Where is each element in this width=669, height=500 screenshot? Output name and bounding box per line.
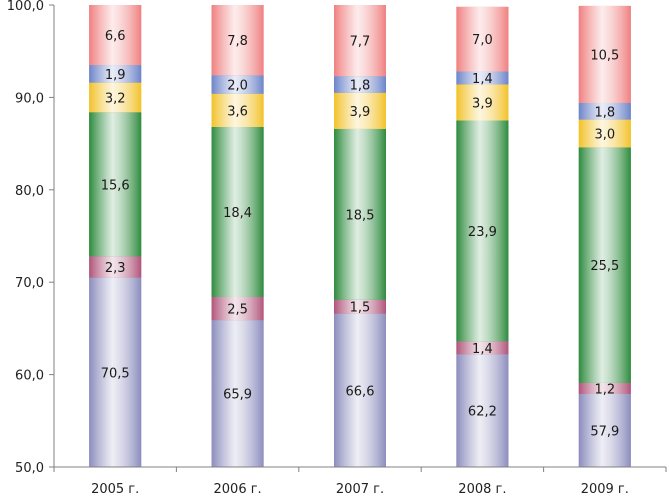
bar-segment-shade <box>578 382 631 395</box>
data-label: 3,2 <box>105 91 126 106</box>
data-label: 10,5 <box>590 48 619 63</box>
y-tick-label: 100,0 <box>7 0 44 14</box>
bar-segment-shade <box>334 76 386 93</box>
axes-layer: 50,0 60,0 70,0 80,0 90,0 100,0 2005 г. 2006 г. 2… <box>7 0 667 497</box>
data-label: 65,9 <box>223 388 252 403</box>
data-label: 3,0 <box>594 127 615 142</box>
y-tick-label: 90,0 <box>15 91 44 106</box>
bar-segment-shade <box>211 75 264 94</box>
data-label: 2,3 <box>105 261 126 276</box>
bar-segment-shade <box>89 65 142 83</box>
data-label: 18,5 <box>346 208 375 223</box>
data-label: 7,0 <box>472 33 493 48</box>
bar-segment-shade <box>456 120 509 342</box>
bar-segment-shade <box>578 119 631 148</box>
data-label: 3,9 <box>350 105 371 120</box>
bar-segment-shade <box>334 299 386 314</box>
bar-segment-shade <box>89 256 142 278</box>
bar-segment-shade <box>334 128 386 300</box>
bar-segment-shade <box>334 5 386 77</box>
y-tick-label: 70,0 <box>15 276 44 291</box>
data-label: 1,8 <box>594 105 615 120</box>
data-label: 1,4 <box>472 72 493 87</box>
data-label: 6,6 <box>105 29 126 44</box>
bar-segment-shade <box>211 93 264 127</box>
data-label: 7,8 <box>227 34 248 49</box>
data-label: 3,9 <box>472 96 493 111</box>
data-label: 1,8 <box>350 78 371 93</box>
bar-segment-shade <box>334 313 386 467</box>
bar-segment-shade <box>89 112 142 257</box>
data-label: 1,5 <box>350 301 371 316</box>
y-tick-label: 60,0 <box>15 369 44 384</box>
data-label: 18,4 <box>223 206 252 221</box>
y-tick-label: 80,0 <box>15 184 44 199</box>
bar-segment-shade <box>456 354 509 467</box>
bar-segment-shade <box>89 5 142 66</box>
data-label: 3,6 <box>227 104 248 119</box>
bar-segment-shade <box>456 6 509 72</box>
y-tick-label: 50,0 <box>15 461 44 476</box>
data-label: 23,9 <box>468 225 497 240</box>
bar-segment-shade <box>578 102 631 120</box>
x-tick-label: 2009 г. <box>581 482 629 497</box>
bar-segment-shade <box>211 320 264 467</box>
bar-segment-shade <box>89 277 142 467</box>
x-tick-label: 2007 г. <box>336 482 384 497</box>
bar-segment-shade <box>456 84 509 121</box>
x-tick-label: 2008 г. <box>458 482 506 497</box>
bar-segment-shade <box>456 71 509 85</box>
data-label: 1,9 <box>105 68 126 83</box>
data-label: 1,4 <box>472 342 493 357</box>
data-label: 15,6 <box>101 178 130 193</box>
data-label: 57,9 <box>590 425 619 440</box>
bar-segment-shade <box>89 82 142 113</box>
data-label: 70,5 <box>101 366 130 381</box>
bar-segment-shade <box>334 92 386 129</box>
bar-segment-shade <box>456 341 509 355</box>
labels-layer: 70,5 2,3 15,6 3,2 1,9 6,6 65,9 2,5 18,4 3,6 2,0 7,8… <box>101 29 620 439</box>
bar-segment-shade <box>578 147 631 383</box>
data-label: 1,2 <box>594 382 615 397</box>
data-label: 66,6 <box>346 384 375 399</box>
data-label: 25,5 <box>590 259 619 274</box>
bar-segment-shade <box>211 126 264 297</box>
data-label: 7,7 <box>350 35 371 50</box>
x-tick-label: 2006 г. <box>214 482 262 497</box>
data-label: 62,2 <box>468 405 497 420</box>
bar-segment-shade <box>211 5 264 76</box>
bar-segment-shade <box>578 5 631 103</box>
bars-layer <box>89 5 631 467</box>
bar-segment-shade <box>211 296 264 321</box>
bar-segment-shade <box>578 394 631 467</box>
x-tick-label: 2005 г. <box>91 482 139 497</box>
data-label: 2,0 <box>227 78 248 93</box>
data-label: 2,5 <box>227 303 248 318</box>
